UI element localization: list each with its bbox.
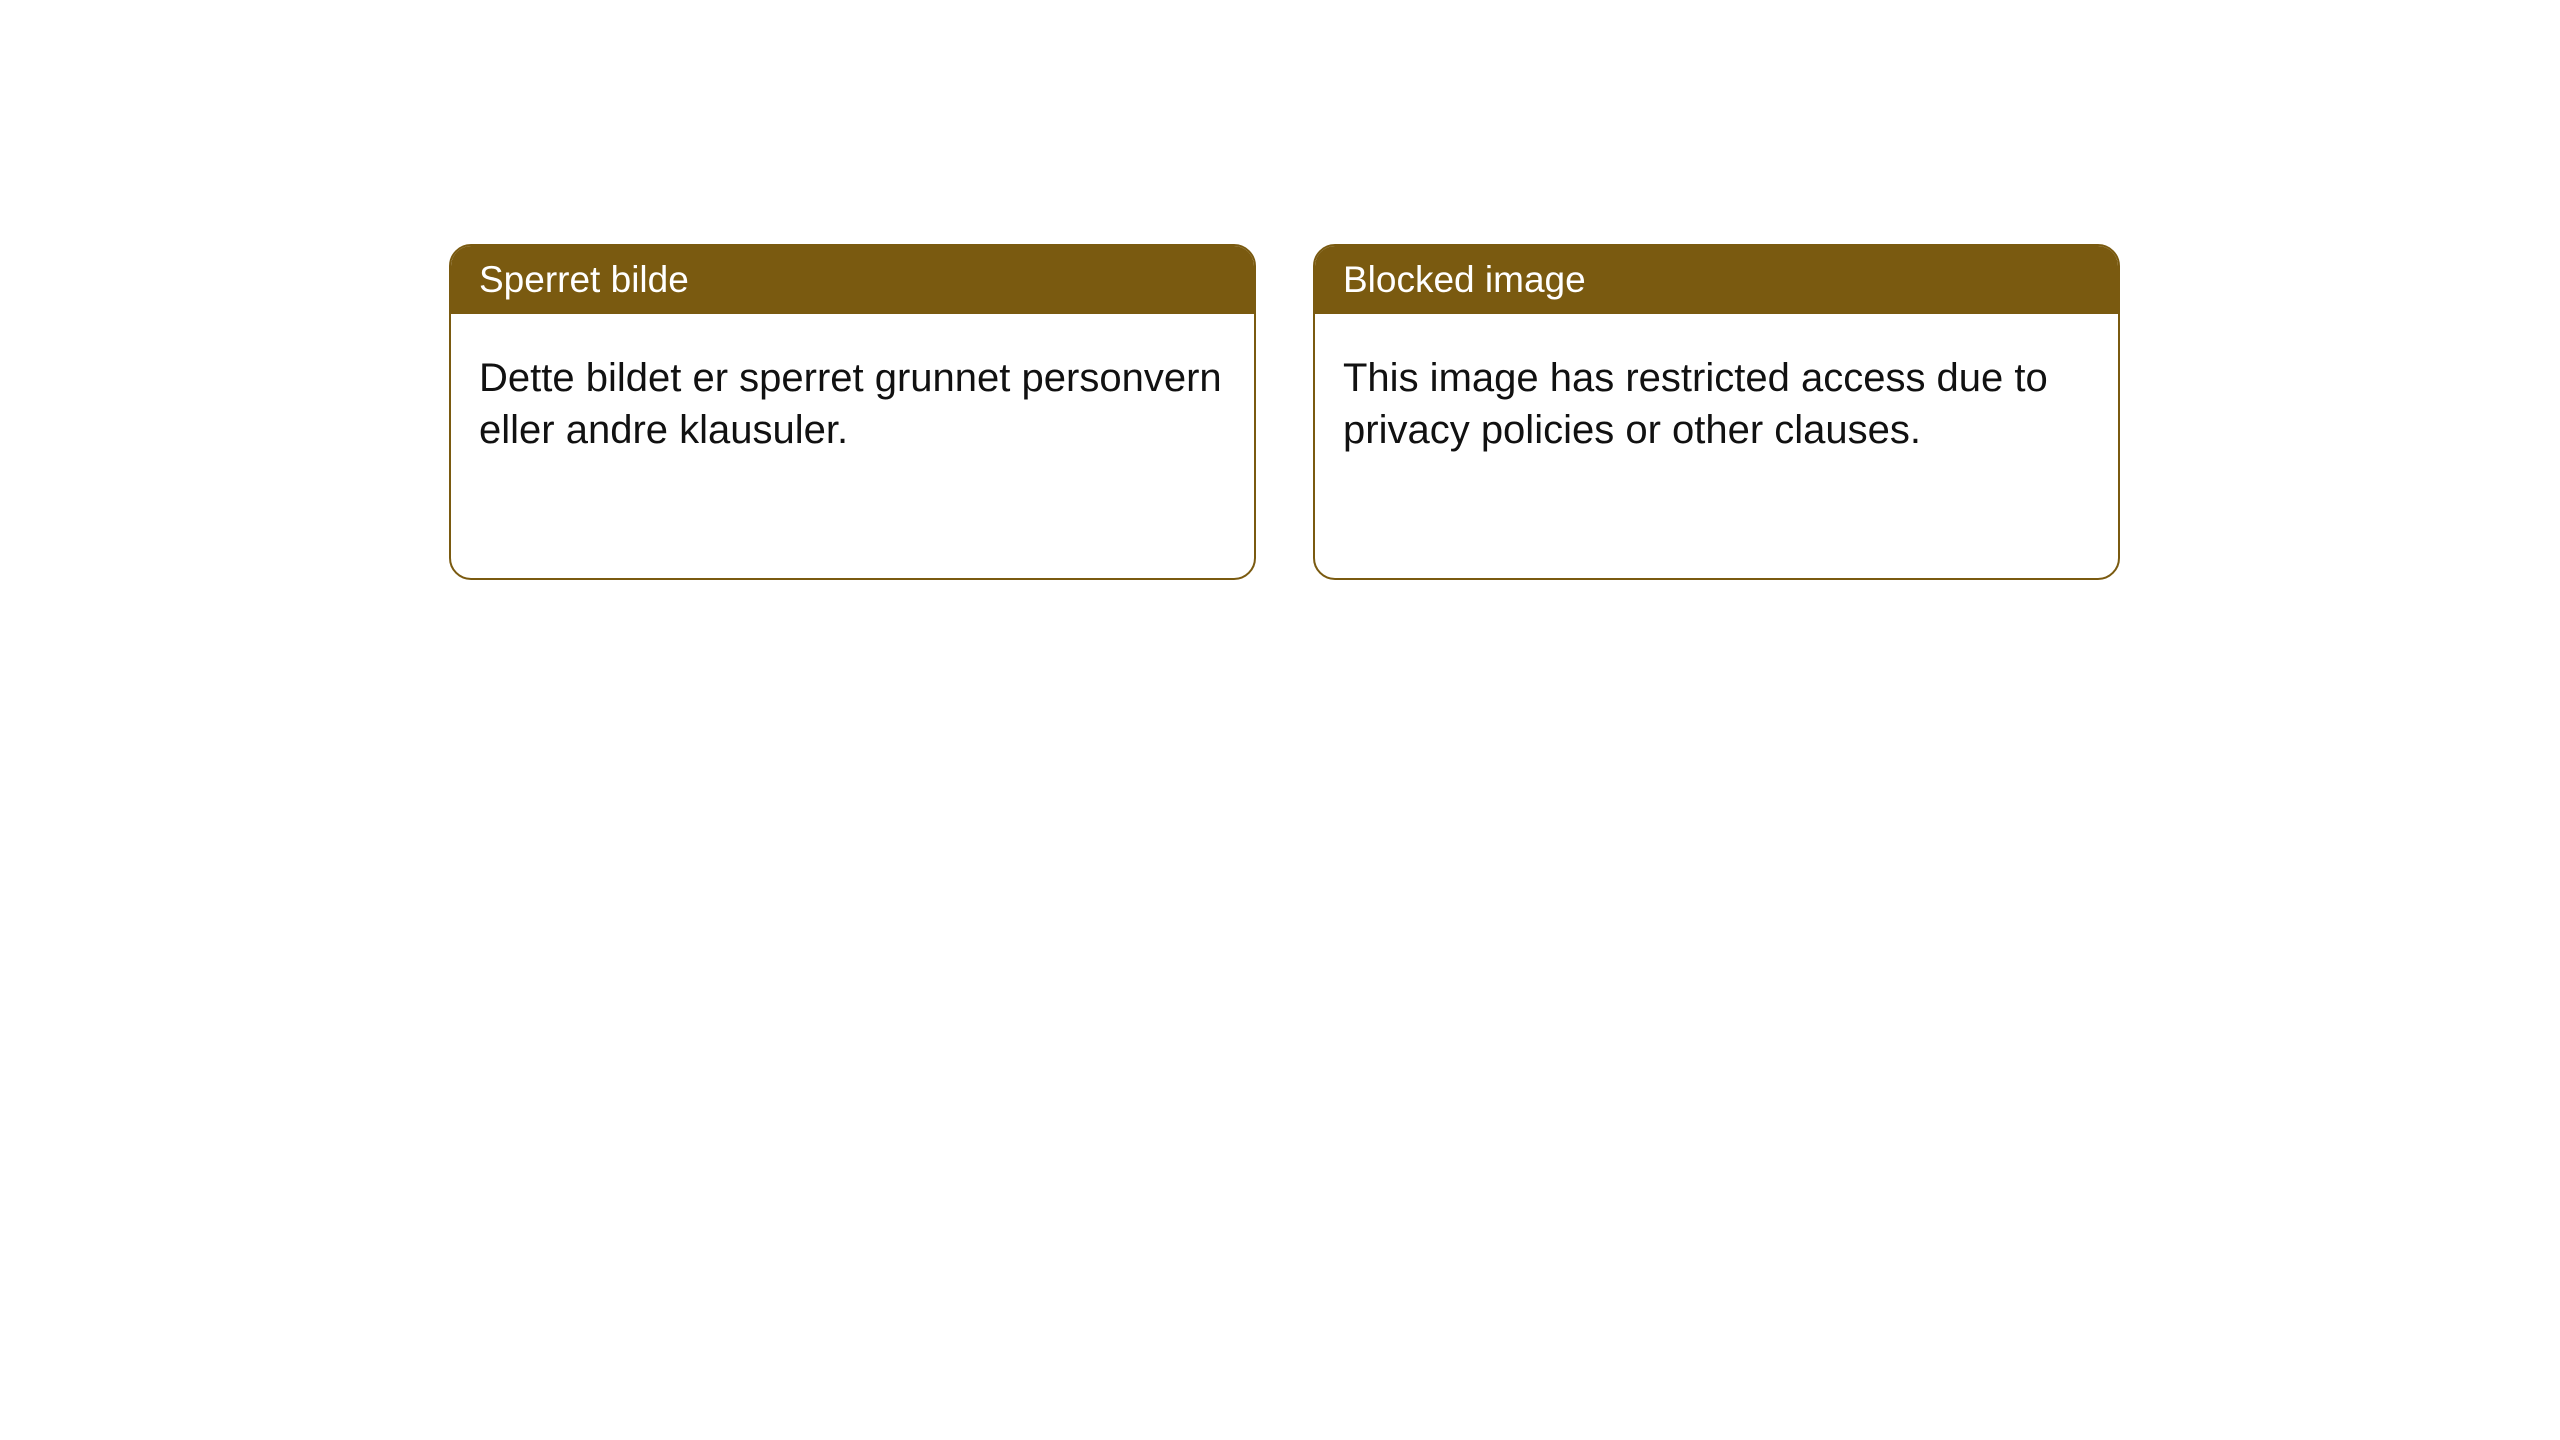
card-title: Blocked image bbox=[1315, 246, 2118, 314]
notice-card-norwegian: Sperret bilde Dette bildet er sperret gr… bbox=[449, 244, 1256, 580]
card-body-text: Dette bildet er sperret grunnet personve… bbox=[451, 314, 1254, 494]
notice-card-english: Blocked image This image has restricted … bbox=[1313, 244, 2120, 580]
card-title: Sperret bilde bbox=[451, 246, 1254, 314]
card-body-text: This image has restricted access due to … bbox=[1315, 314, 2118, 494]
notice-cards-container: Sperret bilde Dette bildet er sperret gr… bbox=[0, 0, 2560, 580]
